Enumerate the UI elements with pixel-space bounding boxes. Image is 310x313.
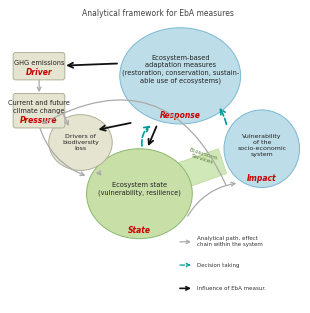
Text: Influence of EbA measur.: Influence of EbA measur. bbox=[197, 286, 266, 291]
Text: State: State bbox=[128, 226, 151, 234]
Ellipse shape bbox=[86, 149, 192, 239]
Text: Impact: Impact bbox=[247, 174, 277, 183]
Text: Ecosystem
Services: Ecosystem Services bbox=[187, 147, 219, 166]
Text: Decision taking: Decision taking bbox=[197, 263, 239, 268]
FancyBboxPatch shape bbox=[13, 53, 65, 80]
Ellipse shape bbox=[120, 28, 241, 124]
Text: Drivers of
biodiversity
loss: Drivers of biodiversity loss bbox=[62, 134, 99, 151]
Text: Analytical path, effect
chain within the system: Analytical path, effect chain within the… bbox=[197, 236, 263, 247]
Text: Ecosystem state
(vulnerability, resilience): Ecosystem state (vulnerability, resilien… bbox=[98, 182, 181, 196]
Text: Current and future
climate change: Current and future climate change bbox=[8, 100, 70, 114]
Ellipse shape bbox=[224, 110, 299, 187]
Text: Pressure: Pressure bbox=[20, 116, 58, 125]
Text: Analytical framework for EbA measures: Analytical framework for EbA measures bbox=[82, 9, 233, 18]
FancyBboxPatch shape bbox=[13, 94, 65, 128]
FancyArrow shape bbox=[170, 149, 227, 192]
Ellipse shape bbox=[49, 115, 112, 171]
Text: Driver: Driver bbox=[26, 68, 52, 77]
Text: Vulnerability
of the
socio-economic
system: Vulnerability of the socio-economic syst… bbox=[237, 134, 286, 157]
Text: Response: Response bbox=[160, 111, 201, 120]
Text: GHG emissions: GHG emissions bbox=[14, 59, 64, 65]
Text: Ecosystem-based
adaptation measures
(restoration, conservation, sustain-
able us: Ecosystem-based adaptation measures (res… bbox=[122, 55, 239, 85]
